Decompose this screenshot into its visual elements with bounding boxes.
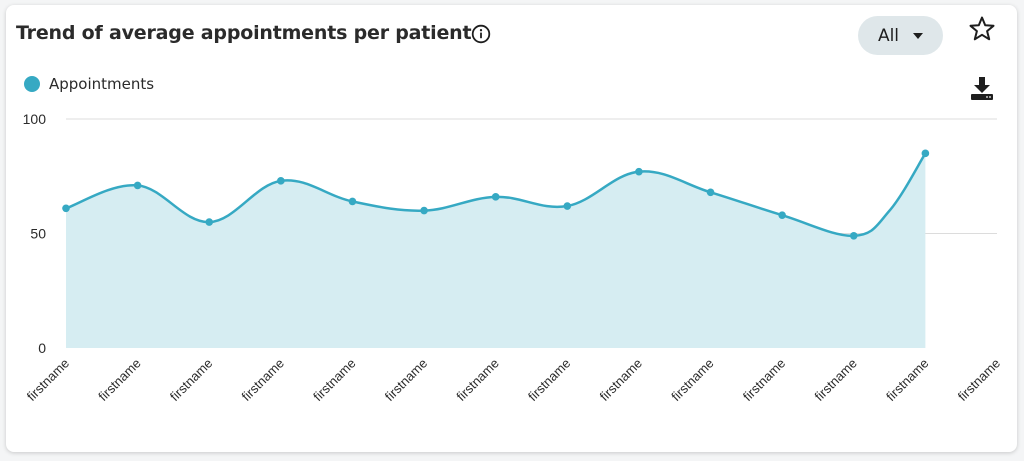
y-tick-label: 50 [30,226,46,242]
x-tick-label: firstname [382,356,430,404]
x-tick-label: firstname [453,356,501,404]
chart-legend: Appointments [24,75,154,93]
filter-dropdown-value: All [877,25,900,46]
x-tick-label: firstname [525,356,573,404]
x-tick-label: firstname [167,356,215,404]
y-tick-label: 0 [38,340,46,356]
caret-down-icon [913,32,924,39]
x-tick-label: firstname [239,356,287,404]
data-point [205,218,214,226]
x-tick-label: firstname [955,356,1003,404]
x-tick-label: firstname [95,356,143,404]
x-tick-label: firstname [310,356,358,404]
data-point [635,167,643,176]
legend-swatch [24,76,40,92]
data-point [348,197,357,206]
star-outline-icon[interactable] [967,14,997,44]
x-tick-label: firstname [883,356,931,404]
data-point [491,193,500,201]
data-point [563,202,572,210]
data-point [133,181,142,190]
data-point [420,206,428,215]
data-point [62,204,70,213]
y-tick-label: 100 [23,111,47,127]
series-area-fill [66,153,926,348]
filter-dropdown[interactable]: All [858,16,943,55]
x-tick-label: firstname [740,356,788,404]
data-point [277,177,285,185]
chart-title: Trend of average appointments per patien… [16,22,472,44]
x-tick-label: firstname [597,356,645,404]
x-tick-label: firstname [668,356,716,404]
data-point [921,149,930,158]
info-icon[interactable] [471,24,491,44]
data-point [706,188,715,197]
x-tick-label: firstname [24,356,72,404]
legend-label: Appointments [49,75,155,93]
x-tick-label: firstname [811,356,859,404]
download-icon[interactable] [969,75,995,101]
data-point [778,211,786,219]
data-point [849,231,858,240]
